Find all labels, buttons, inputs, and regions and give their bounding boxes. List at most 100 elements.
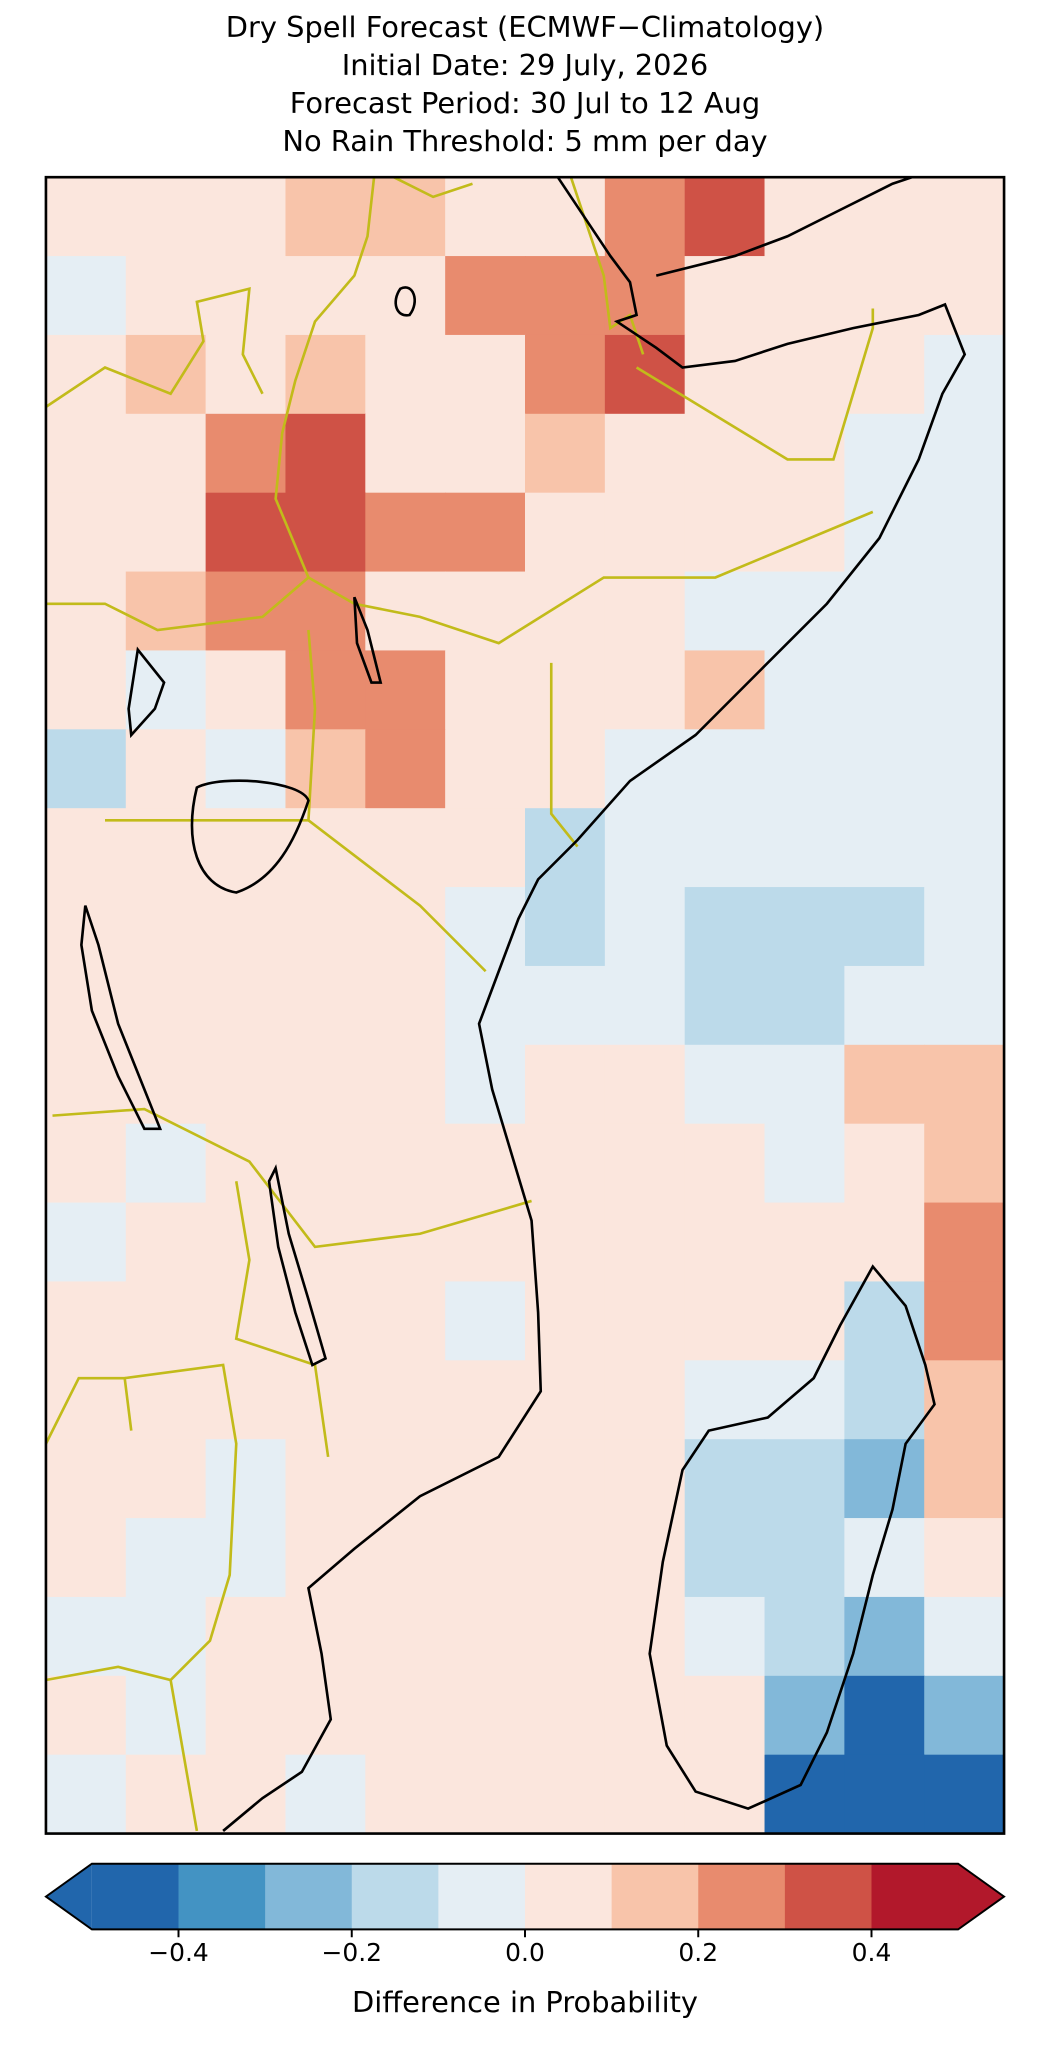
grid-cell (45, 729, 127, 809)
grid-cell (924, 177, 1005, 257)
grid-cell (844, 571, 925, 652)
grid-cell (45, 1596, 127, 1677)
grid-cell (365, 1754, 446, 1835)
grid-cell (365, 965, 446, 1046)
grid-cell (764, 965, 846, 1046)
grid-cell (924, 1202, 1005, 1283)
border (45, 1363, 238, 1682)
grid-cell (924, 808, 1005, 888)
grid-cell (924, 965, 1005, 1046)
border (569, 176, 645, 355)
grid-cell (764, 808, 846, 888)
colorbar-bin (698, 1863, 786, 1930)
grid-cell (125, 887, 207, 967)
grid-cell (365, 1360, 446, 1440)
grid-cell (604, 571, 686, 652)
grid-cell (445, 1281, 526, 1361)
grid-cell (604, 1518, 686, 1598)
grid-cell (844, 1044, 925, 1125)
grid-cell (445, 1596, 526, 1677)
grid-cell (365, 334, 446, 415)
grid-cell (924, 571, 1005, 652)
border (44, 1376, 133, 1445)
colorbar-tick-label: 0.2 (678, 1938, 718, 1967)
grid-cell (924, 729, 1005, 809)
lake (190, 779, 310, 894)
grid-cell (844, 729, 925, 809)
grid-cell (365, 650, 446, 730)
grid-cell (45, 1439, 127, 1519)
grid-cell (684, 1675, 766, 1756)
coastline (655, 175, 913, 277)
grid-cell (924, 1518, 1005, 1598)
grid-cell (604, 1439, 686, 1519)
grid-cell (285, 1439, 366, 1519)
grid-cell (125, 1754, 207, 1835)
grid-cell (525, 334, 606, 415)
grid-cell (445, 650, 526, 730)
grid-cell (45, 1754, 127, 1835)
grid-cell (125, 1518, 207, 1598)
border (45, 576, 310, 632)
grid-cell (764, 492, 846, 573)
grid-cell (604, 1202, 686, 1283)
grid-cell (604, 887, 686, 967)
grid-cell (365, 887, 446, 967)
grid-cell (924, 1123, 1005, 1204)
grid-cell (205, 1281, 287, 1361)
grid-cell (205, 729, 287, 809)
grid-cell (844, 1202, 925, 1283)
grid-cell (365, 1675, 446, 1756)
grid-cell (684, 1202, 766, 1283)
grid-cell (125, 413, 207, 494)
grid-cell (125, 965, 207, 1046)
grid-cell (924, 1281, 1005, 1361)
map-frame (44, 175, 1006, 1835)
grid-cell (525, 1596, 606, 1677)
grid-cell (45, 1360, 127, 1440)
colorbar-frame (44, 1862, 1006, 1931)
grid-cell (285, 1754, 366, 1835)
chart-title: Forecast Period: 30 Jul to 12 Aug (290, 86, 760, 120)
grid-cell (924, 1044, 1005, 1125)
grid-cell (604, 492, 686, 573)
grid-cell (445, 887, 526, 967)
grid-cell (285, 965, 366, 1046)
grid-cell (125, 256, 207, 336)
grid-cell (45, 1675, 127, 1756)
grid-cell (285, 1360, 366, 1440)
grid-cell (285, 256, 366, 336)
grid-cell (445, 729, 526, 809)
grid-cell (365, 413, 446, 494)
grid-cell (285, 334, 366, 415)
grid-cell (684, 1596, 766, 1677)
grid-cell (684, 1281, 766, 1361)
grid-cell (365, 177, 446, 257)
grid-cell (285, 1123, 366, 1204)
grid-cell (285, 413, 366, 494)
grid-cell (125, 1281, 207, 1361)
border (635, 308, 875, 461)
grid-cell (365, 1596, 446, 1677)
grid-cell (604, 1754, 686, 1835)
grid-cell (924, 1754, 1005, 1835)
grid-cell (764, 1281, 846, 1361)
grid-cell (445, 256, 526, 336)
grid-cell (525, 256, 606, 336)
grid-cell (205, 887, 287, 967)
lake (353, 596, 383, 684)
grid-cell (525, 808, 606, 888)
colorbar-tick-label: 0.0 (505, 1938, 545, 1967)
grid-cell (125, 1202, 207, 1283)
grid-cell (844, 256, 925, 336)
grid-cell (604, 1281, 686, 1361)
grid-cell (45, 256, 127, 336)
lake (127, 646, 166, 739)
grid-cell (45, 177, 127, 257)
grid-cell (844, 1439, 925, 1519)
grid-cell (604, 808, 686, 888)
coastlines (80, 175, 967, 1832)
lake (267, 1164, 328, 1367)
grid-cell (45, 887, 127, 967)
grid-cell (684, 1044, 766, 1125)
